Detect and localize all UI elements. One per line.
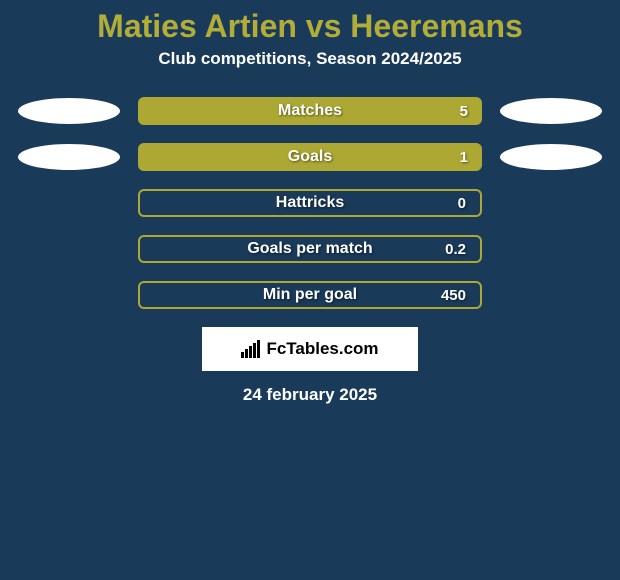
- source-logo: FcTables.com: [202, 327, 418, 371]
- stat-value: 1: [460, 149, 468, 166]
- stat-label: Min per goal: [263, 286, 357, 304]
- stat-bar: Goals per match 0.2: [138, 235, 482, 263]
- stat-label: Matches: [278, 102, 342, 120]
- player-left-marker: [18, 144, 120, 170]
- stat-label: Goals per match: [247, 240, 372, 258]
- stat-value: 0.2: [445, 241, 466, 258]
- stat-value: 5: [460, 103, 468, 120]
- page-title: Maties Artien vs Heeremans: [0, 0, 620, 49]
- stat-row: Goals 1: [0, 143, 620, 171]
- player-left-marker: [18, 98, 120, 124]
- bar-chart-icon: [241, 340, 260, 358]
- stat-row: Hattricks 0: [0, 189, 620, 217]
- stats-comparison-container: Maties Artien vs Heeremans Club competit…: [0, 0, 620, 580]
- stat-label: Hattricks: [276, 194, 344, 212]
- date-label: 24 february 2025: [0, 385, 620, 405]
- stat-row: Min per goal 450: [0, 281, 620, 309]
- player-right-marker: [500, 144, 602, 170]
- stat-bar: Min per goal 450: [138, 281, 482, 309]
- stat-bar: Hattricks 0: [138, 189, 482, 217]
- stat-rows: Matches 5 Goals 1 Hattricks 0 Goals per match 0…: [0, 97, 620, 309]
- stat-value: 0: [458, 195, 466, 212]
- stat-row: Matches 5: [0, 97, 620, 125]
- page-subtitle: Club competitions, Season 2024/2025: [0, 49, 620, 97]
- logo-text: FcTables.com: [266, 339, 378, 359]
- player-right-marker: [500, 98, 602, 124]
- stat-bar: Goals 1: [138, 143, 482, 171]
- stat-label: Goals: [288, 148, 332, 166]
- stat-value: 450: [441, 287, 466, 304]
- stat-row: Goals per match 0.2: [0, 235, 620, 263]
- stat-bar: Matches 5: [138, 97, 482, 125]
